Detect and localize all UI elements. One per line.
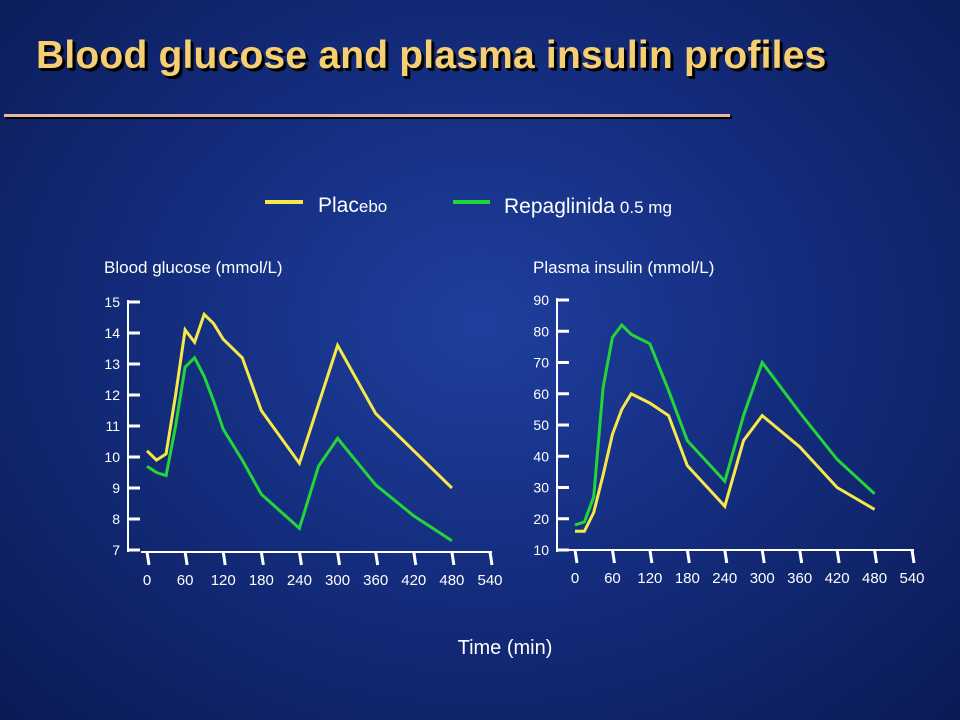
- series-line-repaglinide: [574, 322, 876, 527]
- x-tick-mark: [221, 551, 227, 566]
- x-tick-label: 180: [675, 570, 700, 587]
- x-tick-mark: [873, 549, 879, 564]
- x-tick-mark: [685, 549, 691, 564]
- y-tick-label: 8: [112, 511, 120, 527]
- x-tick-mark: [374, 551, 380, 566]
- x-tick-mark: [488, 551, 494, 566]
- y-tick-label: 12: [104, 387, 120, 403]
- x-tick-label: 240: [712, 570, 737, 587]
- x-tick-mark: [259, 551, 265, 566]
- x-tick-label: 60: [177, 572, 194, 589]
- glucose-chart-title: Blood glucose (mmol/L): [104, 258, 283, 277]
- legend-repaglinide-suffix: 0.5 mg: [620, 198, 672, 217]
- x-tick-mark: [412, 551, 418, 566]
- y-tick-label: 14: [104, 325, 120, 341]
- y-tick-label: 50: [533, 417, 549, 433]
- x-tick-mark: [573, 549, 579, 564]
- x-tick-label: 480: [862, 570, 887, 587]
- x-tick-mark: [145, 551, 151, 566]
- legend: Placebo Repaglinida 0.5 mg: [265, 194, 672, 218]
- x-tick-label: 0: [571, 570, 579, 587]
- x-tick-mark: [610, 549, 616, 564]
- y-tick-label: 80: [533, 323, 549, 339]
- y-tick-label: 90: [533, 292, 549, 308]
- x-tick-mark: [336, 551, 342, 566]
- title-underline: [4, 114, 730, 117]
- x-tick-label: 360: [363, 572, 388, 589]
- x-tick-label: 240: [287, 572, 312, 589]
- y-tick-label: 70: [533, 355, 549, 371]
- x-tick-mark: [450, 551, 456, 566]
- x-axis-label: Time (min): [458, 637, 553, 659]
- x-tick-mark: [910, 549, 916, 564]
- slide-title: Blood glucose and plasma insulin profile…: [36, 34, 827, 77]
- x-tick-label: 0: [143, 572, 151, 589]
- y-tick-label: 30: [533, 480, 549, 496]
- insulin-chart-title: Plasma insulin (mmol/L): [533, 258, 714, 277]
- x-tick-label: 480: [439, 572, 464, 589]
- y-tick-label: 20: [533, 511, 549, 527]
- y-tick-label: 13: [104, 356, 120, 372]
- y-tick-label: 10: [104, 449, 120, 465]
- legend-repaglinide-main: Repaglinida: [504, 195, 615, 218]
- y-tick-label: 15: [104, 294, 120, 310]
- x-tick-mark: [297, 551, 303, 566]
- x-tick-label: 540: [477, 572, 502, 589]
- x-tick-label: 60: [604, 570, 621, 587]
- x-tick-label: 180: [249, 572, 274, 589]
- x-tick-label: 360: [787, 570, 812, 587]
- x-tick-label: 420: [401, 572, 426, 589]
- x-tick-label: 540: [899, 570, 924, 587]
- x-tick-mark: [760, 549, 766, 564]
- legend-placebo-main: Plac: [318, 194, 359, 217]
- x-tick-mark: [648, 549, 654, 564]
- y-tick-label: 40: [533, 448, 549, 464]
- legend-repaglinide-label: Repaglinida 0.5 mg: [504, 195, 672, 218]
- y-tick-label: 10: [533, 542, 549, 558]
- x-tick-mark: [835, 549, 841, 564]
- legend-placebo-label: Placebo: [318, 194, 387, 217]
- x-tick-mark: [183, 551, 189, 566]
- y-tick-label: 7: [112, 542, 120, 558]
- y-tick-label: 9: [112, 480, 120, 496]
- x-tick-label: 300: [325, 572, 350, 589]
- x-tick-label: 120: [211, 572, 236, 589]
- x-tick-label: 300: [750, 570, 775, 587]
- x-tick-label: 420: [825, 570, 850, 587]
- series-line-placebo: [145, 311, 453, 490]
- series-line-repaglinide: [146, 355, 453, 542]
- x-tick-mark: [798, 549, 804, 564]
- y-tick-label: 60: [533, 386, 549, 402]
- legend-placebo-suffix: ebo: [359, 197, 387, 216]
- glucose-chart: 7 8 9 10 11 12 13 14 15 0 60 120 180 240 300 360 420 480 5…: [104, 294, 502, 589]
- x-tick-label: 120: [637, 570, 662, 587]
- series-line-placebo: [575, 391, 876, 533]
- x-tick-mark: [723, 549, 729, 564]
- y-tick-label: 11: [105, 418, 120, 434]
- insulin-chart: 10 20 30 40 50 60 70 80 90 0 60 120 180 240 300 360 420 4…: [533, 292, 924, 587]
